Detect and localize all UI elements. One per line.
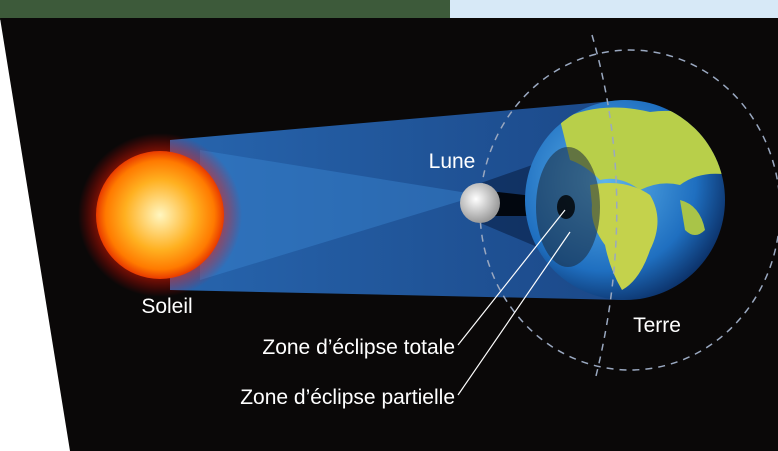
light-beam bbox=[170, 100, 625, 300]
total-shadow bbox=[557, 195, 575, 219]
continents bbox=[560, 107, 725, 290]
sun-label: Soleil bbox=[141, 295, 192, 318]
orbit-line bbox=[591, 34, 618, 381]
pointer-line bbox=[457, 231, 571, 396]
top-strip bbox=[450, 0, 778, 20]
light-beam bbox=[200, 150, 480, 280]
pointer-line bbox=[457, 209, 566, 346]
moon-label: Lune bbox=[429, 150, 476, 173]
moon bbox=[460, 183, 500, 223]
partial-zone-label: Zone d’éclipse partielle bbox=[240, 386, 455, 409]
top-strip bbox=[0, 0, 450, 20]
sun bbox=[96, 151, 224, 279]
earth-label: Terre bbox=[633, 314, 681, 337]
total-zone-label: Zone d’éclipse totale bbox=[262, 336, 455, 359]
